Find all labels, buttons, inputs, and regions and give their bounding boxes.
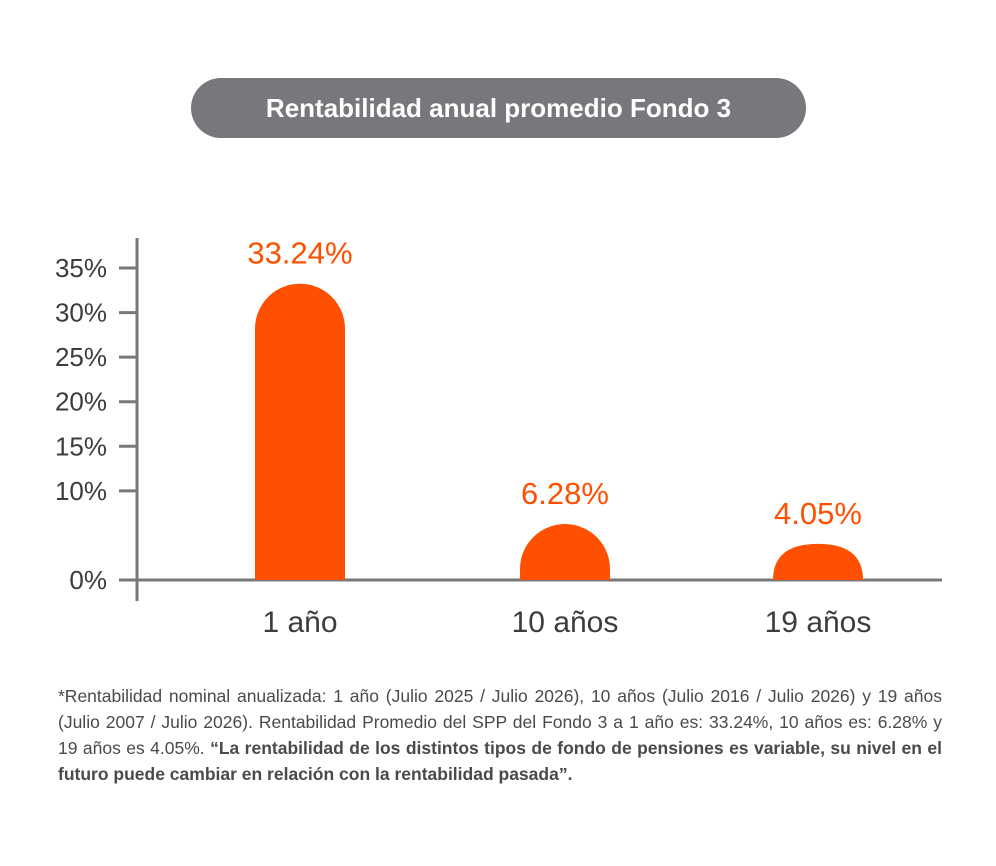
y-tick-label: 25% xyxy=(55,342,107,372)
x-tick-label: 10 años xyxy=(512,606,619,639)
x-tick-label: 1 año xyxy=(262,606,337,639)
y-tick-label: 0% xyxy=(69,565,107,595)
data-label: 4.05% xyxy=(774,496,862,531)
y-tick-label: 20% xyxy=(55,387,107,417)
data-label: 6.28% xyxy=(521,476,609,511)
chart-title: Rentabilidad anual promedio Fondo 3 xyxy=(191,78,806,138)
bar xyxy=(255,283,345,580)
y-tick-label: 35% xyxy=(55,253,107,283)
footnote-text: *Rentabilidad nominal anualizada: 1 año … xyxy=(58,686,942,758)
y-tick-label: 15% xyxy=(55,431,107,461)
y-tick-label: 30% xyxy=(55,298,107,328)
y-tick-label: 10% xyxy=(55,476,107,506)
footnote: *Rentabilidad nominal anualizada: 1 año … xyxy=(58,683,942,787)
bar xyxy=(773,543,863,580)
x-tick-label: 19 años xyxy=(765,606,872,639)
data-label: 33.24% xyxy=(247,236,352,271)
footnote-bold-text: “La rentabilidad de los distintos tipos … xyxy=(58,738,942,784)
bar xyxy=(520,524,610,580)
bar-chart: 0% 10% 15% 20% 25% 30% 35% 33.24% 1 año 6.28% 10 a… xyxy=(55,236,942,639)
